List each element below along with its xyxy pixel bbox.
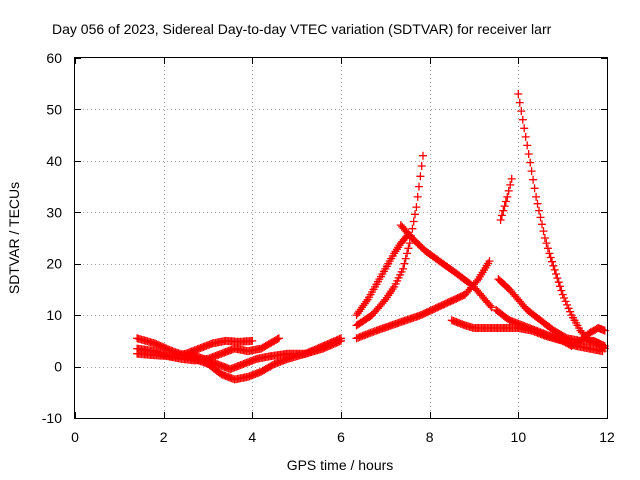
series-arc-e <box>352 231 412 320</box>
x-tick-label: 0 <box>71 429 79 445</box>
y-tick-label: 40 <box>46 153 62 169</box>
series-arc-m <box>492 306 609 350</box>
series-markers <box>396 221 496 312</box>
series-markers <box>492 306 609 350</box>
x-tick-label: 12 <box>599 429 615 445</box>
series-arc-f <box>352 151 427 330</box>
y-tick-label: 50 <box>46 101 62 117</box>
x-tick-label: 2 <box>160 429 168 445</box>
plot-frame <box>74 57 608 419</box>
series-arc-j <box>496 174 516 224</box>
x-tick-label: 4 <box>248 429 256 445</box>
series-markers <box>186 336 345 374</box>
series-arc-g <box>352 257 494 343</box>
y-axis-label: SDTVAR / TECUs <box>6 182 22 294</box>
ticks-layer <box>75 58 608 419</box>
data-points-layer <box>133 90 609 384</box>
tick-labels-layer: 0 2 4 6 8 10 12 -10 0 10 20 30 40 50 60 <box>42 50 615 445</box>
y-tick-label: 60 <box>46 50 62 66</box>
x-tick-label: 10 <box>511 429 527 445</box>
x-axis-label: GPS time / hours <box>287 457 394 473</box>
series-markers <box>496 174 516 224</box>
x-tick-label: 6 <box>337 429 345 445</box>
series-markers <box>352 257 494 343</box>
grid-layer <box>75 58 607 418</box>
y-tick-label: 30 <box>46 204 62 220</box>
series-markers <box>352 151 427 330</box>
series-markers <box>352 231 412 320</box>
y-tick-label: 10 <box>46 307 62 323</box>
chart-title: Day 056 of 2023, Sidereal Day-to-day VTE… <box>52 21 552 37</box>
y-tick-label: 20 <box>46 256 62 272</box>
series-arc-d <box>186 336 345 374</box>
x-tick-label: 8 <box>426 429 434 445</box>
y-tick-label: -10 <box>42 410 62 426</box>
series-arc-h <box>396 221 496 312</box>
y-tick-label: 0 <box>54 359 62 375</box>
